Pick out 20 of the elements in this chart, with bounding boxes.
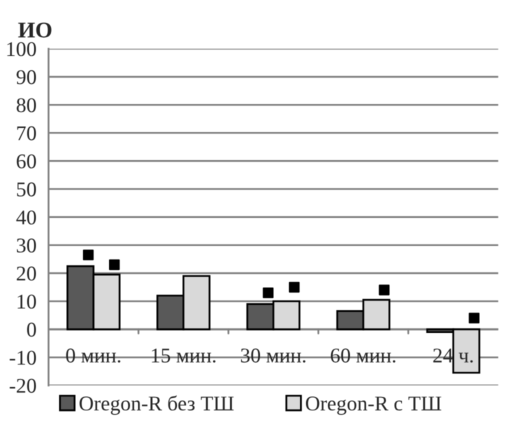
y-tick-label: -10 bbox=[10, 350, 36, 365]
legend-label: Oregon-R без ТШ bbox=[80, 395, 234, 415]
y-axis-title: ИО bbox=[18, 22, 52, 38]
y-tick-label: 40 bbox=[16, 210, 36, 225]
y-tick-label: 70 bbox=[17, 126, 36, 140]
y-tick-label: 0 bbox=[27, 322, 36, 337]
y-tick-label: 100 bbox=[7, 42, 36, 56]
point bbox=[288, 282, 300, 293]
point bbox=[468, 312, 480, 324]
y-tick-label: 60 bbox=[16, 154, 36, 168]
y-tick-label: 10 bbox=[18, 294, 36, 309]
y-tick-label: 30 bbox=[16, 238, 36, 253]
point bbox=[109, 259, 120, 270]
y-tick-label: 80 bbox=[16, 98, 36, 112]
legend-label: Oregon-R с ТШ bbox=[306, 396, 442, 415]
point bbox=[378, 284, 390, 296]
y-tick-label: 20 bbox=[16, 266, 36, 281]
y-tick-label: 90 bbox=[16, 70, 36, 84]
y-tick-label: 50 bbox=[17, 182, 36, 196]
y-tick-label: -20 bbox=[10, 378, 36, 393]
